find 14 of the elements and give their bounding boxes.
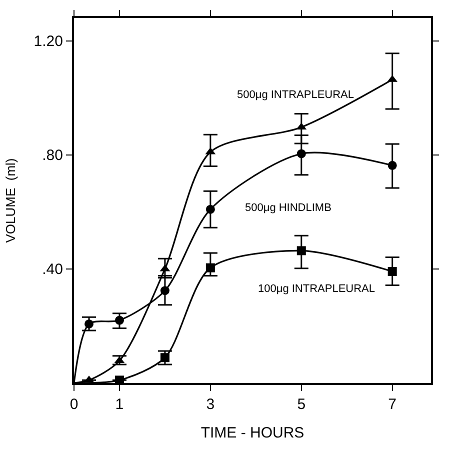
x-tick-label: 7 (388, 396, 397, 413)
x-axis-title: TIME - HOURS (200, 424, 304, 442)
x-tick-label: 0 (70, 396, 78, 413)
y-tick-label: .80 (42, 147, 63, 164)
x-tick-label: 5 (297, 396, 306, 413)
y-tick-label: 1.20 (34, 33, 63, 50)
annotation: 100μg INTRAPLEURAL (258, 283, 375, 295)
x-tick-label: 1 (115, 396, 124, 413)
annotation: 500μg INTRAPLEURAL (237, 89, 354, 101)
x-tick-label: 3 (206, 396, 215, 413)
point (388, 267, 397, 276)
y-tick-label: .40 (42, 261, 63, 278)
annotation: 500μg HINDLIMB (245, 202, 332, 214)
y-axis-title: VOLUME (ml) (3, 158, 18, 243)
